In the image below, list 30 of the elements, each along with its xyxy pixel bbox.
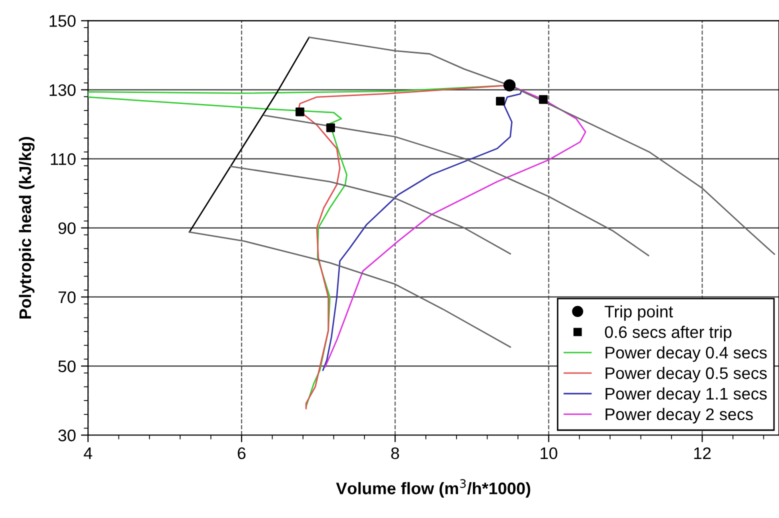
y-axis-title: Polytropic head (kJ/kg) [18,137,35,318]
line-series [263,114,650,256]
x-tick-label: 8 [391,447,400,460]
y-tick-label: 70 [58,291,76,304]
x-tick-label: 6 [238,447,246,460]
x-tick-label: 4 [84,448,92,460]
legend-label: Power decay 2 secs [606,408,753,424]
point [296,108,304,116]
legend-label: Power decay 0.5 secs [606,366,767,382]
point [496,96,505,106]
y-tick-label: 110 [50,153,76,166]
point [326,123,336,132]
x-tick-label: 12 [694,447,711,460]
line-series [188,231,511,348]
legend-label: 0.6 secs after trip [604,326,732,342]
legend-label: Power decay 1.1 secs [606,387,767,403]
legend-label: Trip point [604,305,674,321]
line-series [308,36,776,255]
point [503,79,516,92]
y-tick-label: 130 [50,84,76,96]
y-tick-label: 30 [58,430,76,442]
y-tick-label: 150 [50,15,76,27]
line-series [188,36,310,233]
y-tick-label: 50 [58,360,76,372]
x-tick-label: 10 [540,447,558,460]
line-series [230,166,511,255]
legend-label: Power decay 0.4 secs [606,346,767,362]
x-axis-title: Volume flow (m$^{3}$/h*1000) [336,479,530,498]
point [538,95,548,104]
y-tick-label: 90 [58,222,76,234]
